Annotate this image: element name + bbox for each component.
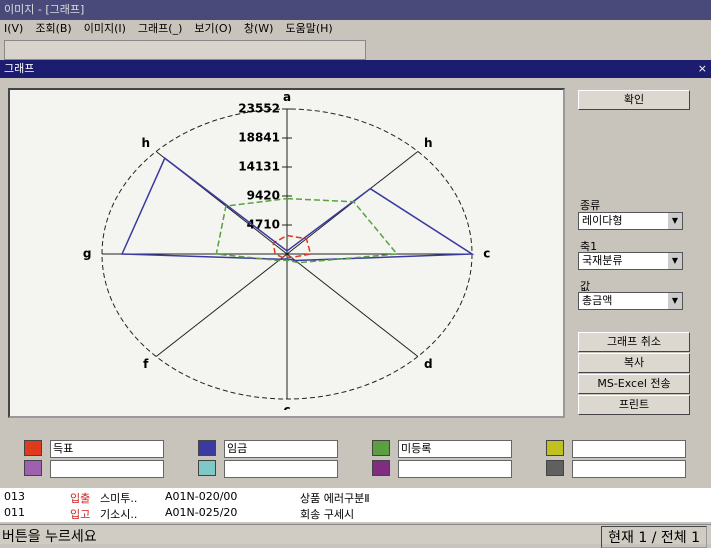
axis-label: a — [283, 92, 291, 104]
status-message: 버튼을 누르세요 — [2, 526, 97, 546]
menu-item[interactable]: 도움말(H) — [285, 22, 332, 35]
legend-swatch — [24, 460, 42, 476]
status-page: 현재 1 / 전체 1 — [601, 526, 707, 548]
axis-label: c — [283, 403, 290, 410]
action-button[interactable]: 그래프 취소 — [578, 332, 690, 352]
chart-frame: ahcdcfgh47109420141311884123552 — [8, 88, 565, 418]
axis-label: c — [483, 247, 490, 261]
legend-label: 임금 — [224, 440, 338, 458]
status-bar: 버튼을 누르세요 현재 1 / 전체 1 — [0, 524, 711, 544]
series-line — [216, 199, 397, 263]
legend-label: 미등록 — [398, 440, 512, 458]
legend-swatch — [198, 440, 216, 456]
tick-label: 23552 — [238, 102, 280, 116]
window-title: 그래프 × — [0, 60, 711, 78]
menu-item[interactable]: 이미지(I) — [84, 22, 126, 35]
legend-label — [572, 440, 686, 458]
menu-item[interactable]: 조회(B) — [35, 22, 71, 35]
legend-label: 득표 — [50, 440, 164, 458]
radar-spoke — [287, 254, 418, 357]
menu-item[interactable]: 그래프(_) — [138, 22, 182, 35]
legend-swatch — [198, 460, 216, 476]
axis-label: h — [424, 136, 433, 150]
chart: ahcdcfgh47109420141311884123552 — [12, 92, 557, 410]
legend-label — [50, 460, 164, 478]
grid-cell: A01N-020/00 — [165, 490, 237, 503]
axis-label: h — [141, 136, 150, 150]
axis-label: d — [424, 357, 433, 371]
action-button[interactable]: MS-Excel 전송 — [578, 374, 690, 394]
axis-select[interactable]: 국재분류 — [578, 252, 683, 270]
grid-cell: 입고 — [70, 506, 90, 522]
legend-label — [572, 460, 686, 478]
legend-swatch — [546, 460, 564, 476]
toolbar — [4, 40, 366, 60]
menu-item[interactable]: I(V) — [4, 22, 23, 35]
grid-cell: 기소시.. — [100, 506, 137, 522]
legend-swatch — [24, 440, 42, 456]
grid-cell: 상품 에러구분Ⅱ — [300, 490, 370, 506]
menu-bar: I(V) 조회(B) 이미지(I) 그래프(_) 보기(O) 창(W) 도움말(H) — [0, 20, 711, 38]
tick-label: 18841 — [238, 131, 280, 145]
series-line — [122, 158, 472, 260]
data-grid: 013 입출 스미투.. A01N-020/00 상품 에러구분Ⅱ 011 입고 기소시.. A… — [0, 488, 711, 522]
grid-cell: 회송 구세시 — [300, 506, 354, 522]
action-button[interactable]: 복사 — [578, 353, 690, 373]
grid-cell: 011 — [4, 506, 25, 519]
action-button[interactable]: 프린트 — [578, 395, 690, 415]
type-label: 종류 — [580, 197, 600, 213]
value-select[interactable]: 총금액 — [578, 292, 683, 310]
grid-cell: 입출 — [70, 490, 90, 506]
screen: 이미지 - [그래프] I(V) 조회(B) 이미지(I) 그래프(_) 보기(O) 창(… — [0, 0, 711, 543]
legend-label — [398, 460, 512, 478]
window-title-text: 그래프 — [4, 62, 34, 75]
legend-swatch — [372, 440, 390, 456]
legend-swatch — [372, 460, 390, 476]
menu-item[interactable]: 창(W) — [244, 22, 274, 35]
type-select[interactable]: 레이다형 — [578, 212, 683, 230]
menu-item[interactable]: 보기(O) — [194, 22, 231, 35]
ok-button[interactable]: 확인 — [578, 90, 690, 110]
tick-label: 14131 — [238, 160, 280, 174]
axis-label: f — [143, 357, 149, 371]
grid-cell: 스미투.. — [100, 490, 137, 506]
legend-swatch — [546, 440, 564, 456]
close-button[interactable]: × — [698, 60, 707, 78]
axis-label: g — [83, 247, 92, 261]
legend-label — [224, 460, 338, 478]
app-title: 이미지 - [그래프] — [0, 0, 711, 20]
grid-cell: A01N-025/20 — [165, 506, 237, 519]
grid-cell: 013 — [4, 490, 25, 503]
radar-spoke — [156, 254, 287, 357]
